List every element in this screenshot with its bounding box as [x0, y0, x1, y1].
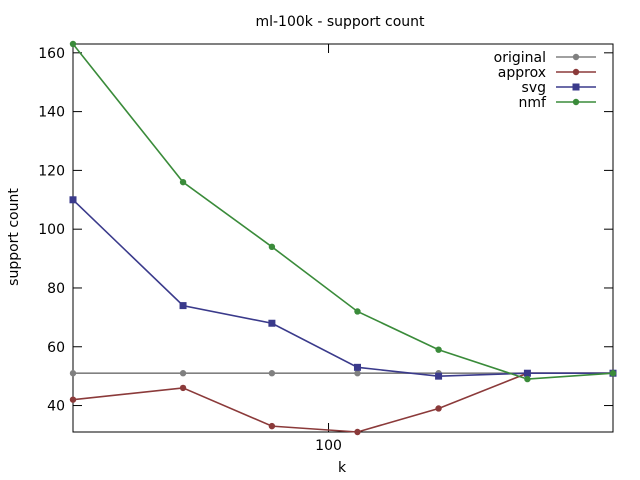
- data-point-nmf: [435, 346, 442, 353]
- data-point-nmf: [268, 243, 276, 251]
- data-point-original: [179, 370, 187, 377]
- legend-label-approx: approx: [498, 65, 546, 81]
- series-layer: [69, 40, 617, 436]
- data-point-approx: [354, 428, 361, 436]
- series-svg: [69, 196, 617, 380]
- data-point-approx: [179, 384, 187, 392]
- data-point-approx: [69, 396, 77, 403]
- legend-label-nmf: nmf: [519, 95, 548, 111]
- y-tick-label: 40: [47, 399, 65, 415]
- y-axis-label: support count: [6, 188, 22, 286]
- y-axis-ticks: 40 60 80 100 120 140 160: [38, 46, 613, 415]
- series-approx: [69, 370, 617, 436]
- series-line-approx: [72, 372, 613, 433]
- data-point-svg: [268, 319, 276, 327]
- data-point-svg: [179, 302, 187, 310]
- data-point-nmf: [609, 370, 617, 377]
- x-tick-label: 100: [315, 438, 342, 454]
- data-point-nmf: [179, 178, 187, 186]
- data-point-nmf: [354, 308, 361, 315]
- plot-frame: [72, 43, 614, 433]
- y-tick-label: 120: [38, 163, 65, 179]
- legend-label-svg: svg: [522, 80, 546, 96]
- data-point-original: [69, 370, 77, 377]
- legend-marker-approx: [572, 68, 580, 76]
- y-tick-label: 80: [47, 281, 65, 297]
- series-nmf: [69, 40, 617, 383]
- data-point-nmf: [524, 375, 531, 383]
- y-tick-label: 60: [47, 340, 65, 356]
- data-point-original: [354, 370, 361, 377]
- x-axis-ticks: 100: [315, 44, 342, 454]
- data-point-original: [268, 370, 276, 377]
- data-point-svg: [523, 369, 531, 377]
- legend-marker-svg: [572, 83, 580, 91]
- legend-marker-original: [572, 53, 580, 61]
- y-tick-label: 140: [38, 105, 65, 121]
- series-line-svg: [72, 199, 613, 377]
- x-axis-label: k: [338, 460, 347, 476]
- data-point-svg: [353, 363, 361, 371]
- data-point-nmf: [69, 40, 77, 48]
- legend-marker-nmf: [572, 98, 580, 106]
- data-point-approx: [268, 422, 276, 430]
- y-tick-label: 100: [38, 222, 65, 238]
- data-point-svg: [435, 372, 443, 380]
- legend-label-original: original: [494, 50, 546, 66]
- data-point-approx: [435, 405, 442, 412]
- chart-title: ml-100k - support count: [255, 14, 425, 30]
- data-point-svg: [69, 196, 77, 204]
- y-tick-label: 160: [38, 46, 65, 62]
